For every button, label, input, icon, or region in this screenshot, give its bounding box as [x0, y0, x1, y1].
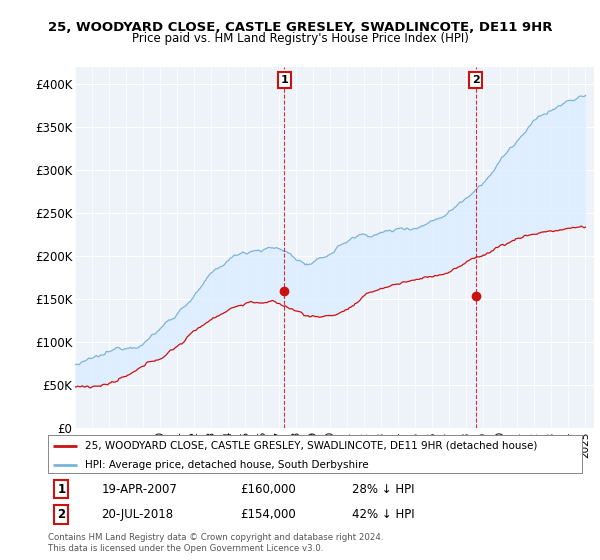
Text: Contains HM Land Registry data © Crown copyright and database right 2024.
This d: Contains HM Land Registry data © Crown c…	[48, 533, 383, 553]
Text: 1: 1	[57, 483, 65, 496]
Text: £160,000: £160,000	[240, 483, 296, 496]
Text: 2: 2	[57, 508, 65, 521]
Text: 1: 1	[280, 75, 288, 85]
Text: 42% ↓ HPI: 42% ↓ HPI	[352, 508, 415, 521]
Text: 2: 2	[472, 75, 479, 85]
Text: 20-JUL-2018: 20-JUL-2018	[101, 508, 173, 521]
Text: £154,000: £154,000	[240, 508, 296, 521]
Text: 28% ↓ HPI: 28% ↓ HPI	[352, 483, 415, 496]
Text: 25, WOODYARD CLOSE, CASTLE GRESLEY, SWADLINCOTE, DE11 9HR (detached house): 25, WOODYARD CLOSE, CASTLE GRESLEY, SWAD…	[85, 441, 538, 451]
Text: Price paid vs. HM Land Registry's House Price Index (HPI): Price paid vs. HM Land Registry's House …	[131, 32, 469, 45]
Text: 19-APR-2007: 19-APR-2007	[101, 483, 177, 496]
Text: HPI: Average price, detached house, South Derbyshire: HPI: Average price, detached house, Sout…	[85, 460, 369, 470]
Text: 25, WOODYARD CLOSE, CASTLE GRESLEY, SWADLINCOTE, DE11 9HR: 25, WOODYARD CLOSE, CASTLE GRESLEY, SWAD…	[48, 21, 552, 34]
